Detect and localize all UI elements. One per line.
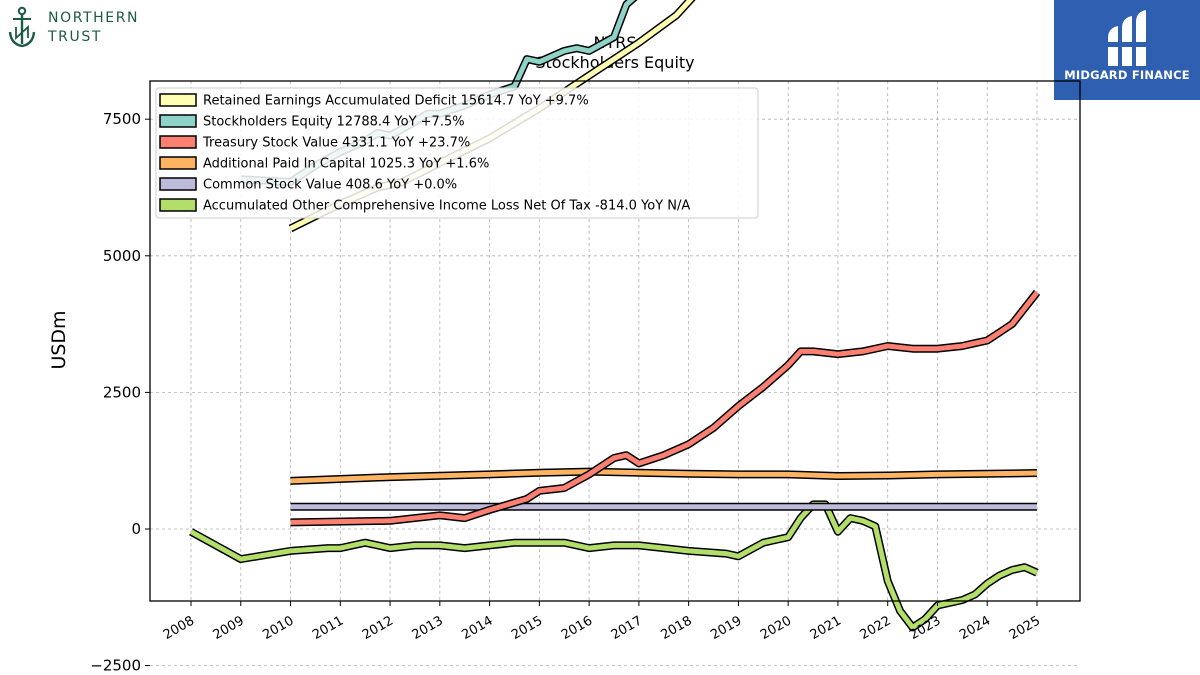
midgard-finance-logo: MIDGARD FINANCE [1054,0,1200,100]
x-tick-label: 2010 [260,613,296,643]
x-tick-label: 2021 [808,613,844,643]
series-outline [290,289,1041,527]
series-line [189,501,1039,630]
x-tick-label: 2016 [559,613,595,643]
x-tick-label: 2017 [609,613,645,643]
series-additional-paid-in-capital [290,467,1038,485]
x-tick-label: 2015 [509,613,545,643]
x-tick-label: 2008 [161,613,197,643]
anchor-icon [8,6,36,48]
legend-swatch [159,135,197,149]
y-tick-label: 2500 [103,383,141,401]
logo-line1: NORTHERN [48,10,140,26]
legend-entry: Accumulated Other Comprehensive Income L… [203,199,690,214]
legend-entry: Retained Earnings Accumulated Deficit 15… [203,94,589,109]
y-tick-label: 0 [131,520,141,538]
x-tick-label: 2020 [758,613,794,643]
y-axis-label: USDm [48,310,70,369]
y-ticks: 1500012500100007500500025000−2500 [90,110,150,675]
series-accumulated-other-comprehensive-income-loss-net-of-tax [189,500,1039,632]
y-tick-label: 5000 [103,247,141,265]
series-line [290,469,1038,484]
x-tick-label: 2022 [858,613,894,643]
y-tick-label: 7500 [103,110,141,128]
logo-right-text: MIDGARD FINANCE [1064,68,1190,82]
logo-line2: TRUST [48,29,102,45]
x-tick-label: 2009 [211,613,247,643]
legend-entry: Treasury Stock Value 4331.1 YoY +23.7% [202,136,470,151]
series-treasury-stock-value [290,289,1041,527]
series-line [290,290,1039,525]
legend: Retained Earnings Accumulated Deficit 15… [155,87,759,219]
northern-trust-logo: NORTHERN TRUST [4,6,139,50]
legend-swatch [159,177,197,191]
x-tick-label: 2024 [957,613,993,643]
legend-box [155,87,759,219]
plot-frame [149,80,1081,602]
legend-swatch [159,198,197,212]
x-tick-label: 2018 [658,613,694,643]
y-tick-label: −2500 [90,657,141,675]
legend-entry: Additional Paid In Capital 1025.3 YoY +1… [203,157,489,172]
x-tick-label: 2012 [360,613,396,643]
legend-entry: Common Stock Value 408.6 YoY +0.0% [203,178,457,193]
x-tick-label: 2025 [1007,613,1043,643]
legend-swatch [159,114,197,128]
legend-swatch [159,93,197,107]
x-tick-label: 2013 [410,613,446,643]
legend-entry: Stockholders Equity 12788.4 YoY +7.5% [203,115,465,130]
x-tick-label: 2011 [310,613,346,643]
legend-swatch [159,156,197,170]
midgard-mark-icon [1104,10,1148,66]
x-tick-label: 2019 [708,613,744,643]
x-tick-label: 2014 [459,613,495,643]
